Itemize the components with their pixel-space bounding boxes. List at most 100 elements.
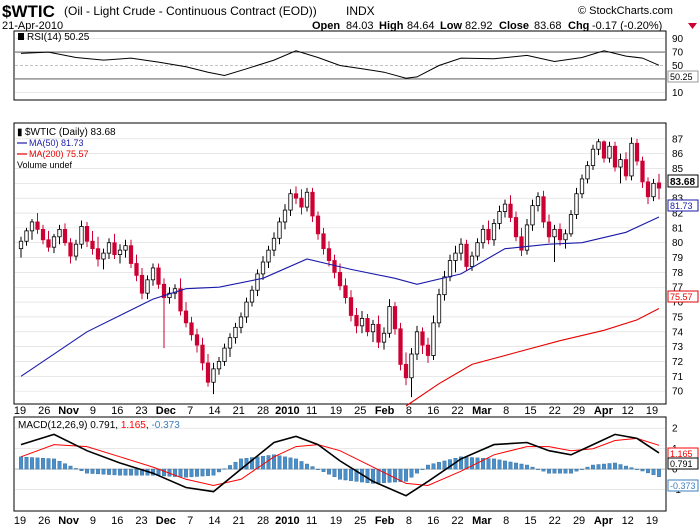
x-axis-label: 15 (524, 515, 536, 527)
macd-histogram-bar (629, 467, 634, 470)
macd-histogram-bar (57, 461, 62, 470)
macd-histogram-bar (250, 457, 254, 470)
macd-histogram-bar (30, 457, 34, 470)
x-axis-label: 16 (427, 405, 439, 417)
macd-histogram-bar (343, 468, 348, 481)
rsi-legend: RSI(14) 50.25 (27, 32, 90, 43)
macd-signal-line (20, 437, 660, 487)
macd-histogram-bar (283, 456, 287, 470)
x-axis-label: 15 (524, 405, 536, 417)
macd-tick-label: 2 (672, 424, 678, 435)
candle-body (491, 223, 497, 241)
candle-body (172, 288, 178, 294)
x-axis-label: Dec (156, 405, 176, 417)
candle-body (453, 252, 458, 261)
copyright-label[interactable]: © StockCharts.com (578, 5, 673, 17)
macd-histogram-bar (492, 458, 496, 470)
macd-histogram-bar (266, 455, 271, 470)
macd-histogram-bar (305, 463, 309, 470)
macd-histogram-bar (514, 462, 518, 470)
macd-histogram-bar (635, 468, 639, 470)
macd-histogram-bar (68, 465, 73, 470)
price-tick-label: 73 (672, 342, 684, 353)
macd-histogram-bar (233, 461, 238, 470)
x-axis-label: 29 (573, 405, 585, 417)
x-axis-label: Apr (594, 515, 614, 527)
macd-histogram-bar (19, 456, 23, 470)
candle-body (211, 368, 216, 383)
price-tick-label: 87 (672, 134, 684, 145)
candle-body (178, 288, 183, 312)
candle-body (57, 228, 62, 238)
price-tick-label: 85 (672, 164, 684, 175)
candle-body (579, 178, 585, 195)
macd-histogram-bar (200, 468, 205, 477)
x-axis-label: 2010 (275, 405, 299, 417)
candle-body (656, 182, 662, 189)
symbol-description: (Oil - Light Crude - Continuous Contract… (64, 4, 317, 18)
candle-body (84, 225, 90, 242)
macd-histogram-bar (52, 458, 56, 470)
macd-histogram-bar (189, 468, 194, 478)
x-axis-label: 9 (90, 515, 96, 527)
candle-body (200, 344, 205, 364)
candle-body (35, 221, 40, 230)
x-axis-label: 16 (427, 515, 439, 527)
macd-histogram-bar (35, 457, 40, 470)
ma200-line (405, 308, 660, 407)
macd-histogram-bar (552, 468, 557, 474)
macd-histogram-bar (79, 468, 84, 472)
price-tick-label: 71 (672, 372, 684, 383)
candle-body (216, 361, 222, 370)
macd-histogram-bar (338, 468, 342, 480)
macd-histogram-bar (651, 468, 656, 476)
candle-body (123, 245, 128, 251)
macd-histogram-bar (129, 468, 133, 476)
hist-value-tag: -0.373 (667, 479, 699, 492)
x-axis-label: Mar (472, 405, 492, 417)
ma50-value-tag: 81.73 (667, 199, 699, 212)
x-axis-label: 26 (38, 405, 50, 417)
candle-body (651, 182, 656, 198)
macd-histogram-bar (580, 468, 584, 470)
x-axis-label: 22 (549, 405, 561, 417)
open-label: Open (312, 20, 340, 32)
candle-body (585, 165, 590, 180)
close-value-tag: 83.68 (667, 174, 699, 188)
macd-histogram-bar (332, 468, 337, 477)
candle-body (458, 243, 464, 254)
candle-body (414, 331, 420, 355)
x-axis-label: 26 (38, 515, 50, 527)
x-axis-label: 14 (208, 405, 220, 417)
x-axis-label: 12 (622, 515, 634, 527)
x-axis-bottom: 19 26 Nov 9 16 23 Dec 7 14 21 28 2010 11 19 25 Feb 8 16 22… (14, 515, 658, 527)
x-axis-label: 7 (187, 515, 193, 527)
macd-histogram-bar (255, 456, 260, 470)
rsi-tick-label: 70 (672, 48, 684, 59)
macd-histogram-bar (371, 468, 375, 484)
price-tick-label: 70 (672, 387, 684, 398)
candle-body (370, 323, 376, 333)
macd-histogram-bar (613, 462, 617, 470)
candle-body (255, 273, 260, 291)
candle-body (508, 203, 513, 218)
down-triangle-icon (688, 23, 697, 29)
x-axis-label: 8 (406, 405, 412, 417)
macd-histogram-bar (134, 468, 139, 476)
candle-body (282, 209, 288, 223)
macd-histogram-bar (195, 468, 199, 477)
candle-body (167, 292, 172, 299)
macd-histogram-bar (547, 468, 551, 474)
candle-body (546, 221, 552, 238)
macd-panel (13, 416, 667, 512)
candle-body (343, 285, 348, 299)
candle-body (95, 248, 101, 260)
x-axis-label: 11 (306, 405, 317, 417)
candle-body (442, 276, 447, 296)
x-axis-label: 19 (646, 405, 658, 417)
signal-value-tag: 1.165 (667, 447, 699, 460)
macd-series (19, 433, 661, 497)
x-axis-label: Feb (375, 405, 395, 417)
candle-body (359, 318, 365, 327)
